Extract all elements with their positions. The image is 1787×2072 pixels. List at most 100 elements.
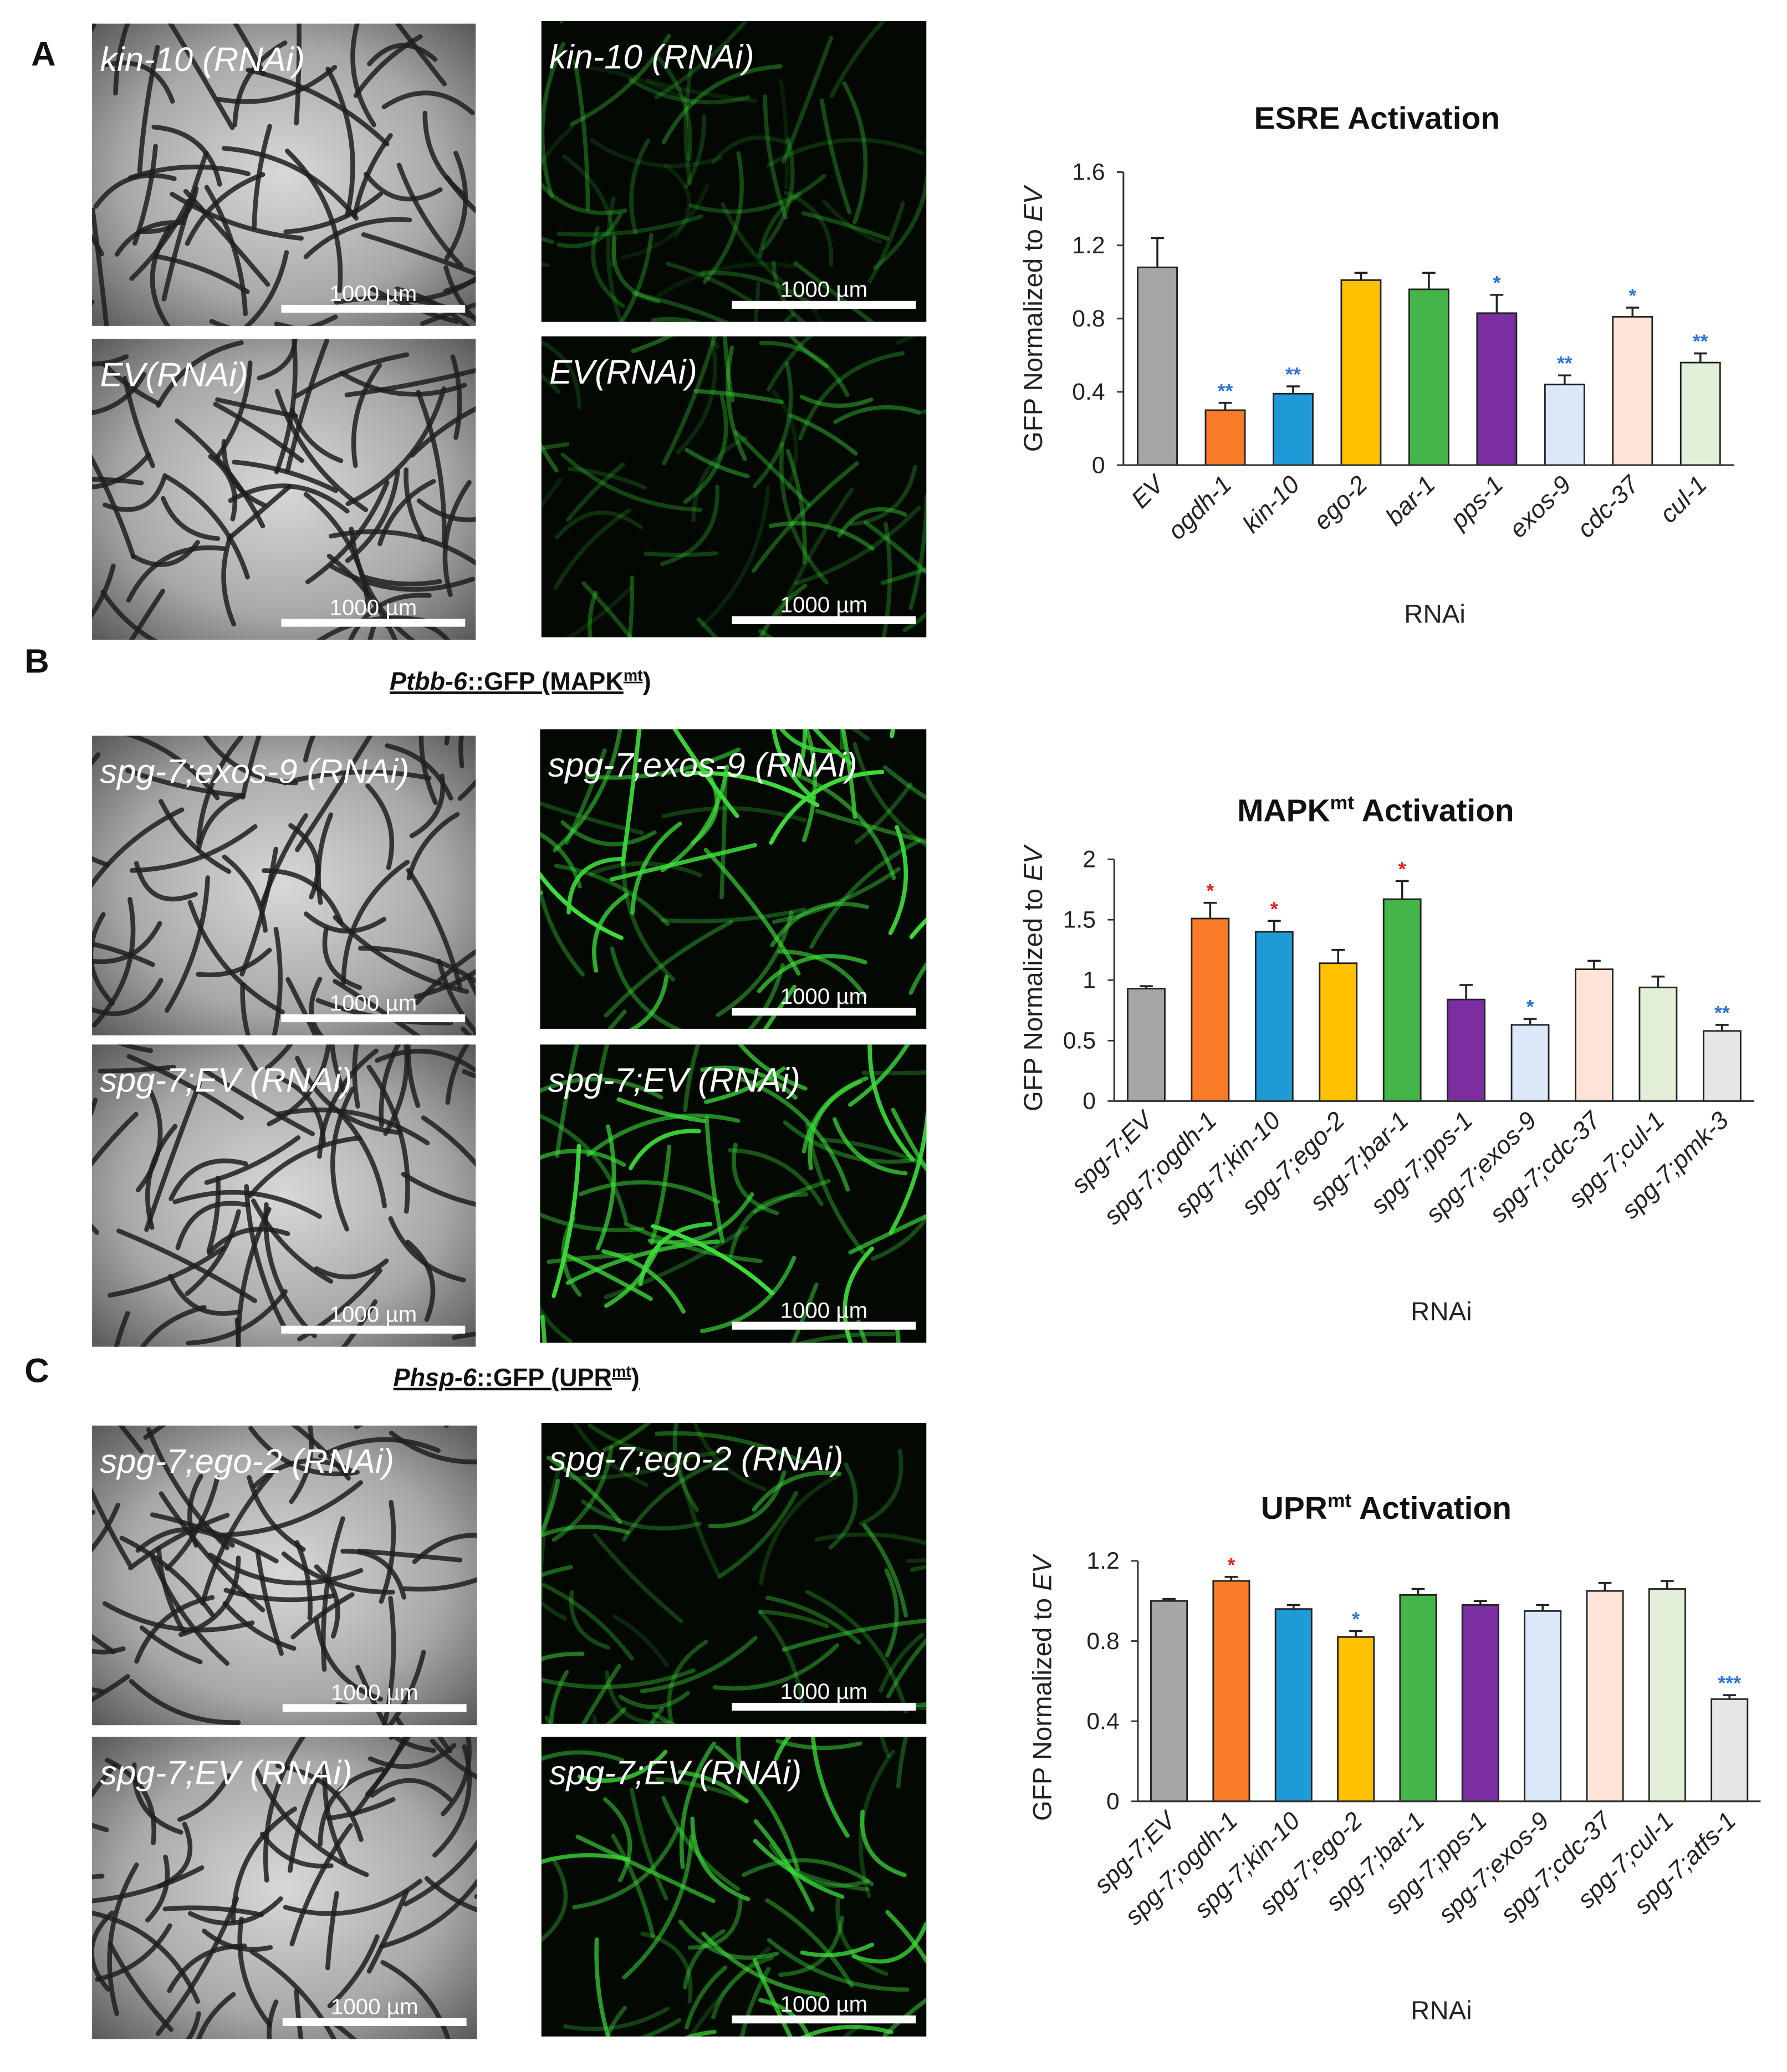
worm: [542, 1583, 634, 1661]
worm: [540, 801, 644, 835]
bar: [1711, 1698, 1749, 1803]
worm: [215, 397, 298, 419]
worm: [401, 1172, 476, 1207]
scale-bar: [732, 1702, 916, 1711]
worm: [716, 910, 794, 1017]
worm: [441, 1737, 472, 1816]
worm: [801, 211, 890, 241]
worm: [143, 1425, 167, 1440]
worm: [779, 78, 789, 190]
worm: [688, 1946, 771, 2037]
worm: [611, 235, 661, 304]
worm: [207, 1227, 290, 1256]
worm: [116, 1228, 257, 1303]
panel-heading: Phsp-6::GFP (UPRmt): [394, 1363, 640, 1392]
worm: [789, 414, 858, 456]
worm: [92, 1487, 132, 1567]
y-tick-label: 1.5: [1063, 906, 1096, 933]
worm: [565, 586, 632, 637]
image-background: [541, 1423, 927, 1724]
worm: [556, 212, 623, 248]
title-main: UPR: [1261, 1491, 1328, 1526]
worm: [603, 1797, 632, 1882]
worm: [226, 484, 292, 541]
worm: [627, 575, 635, 637]
worm: [591, 226, 625, 308]
worm: [264, 1044, 293, 1070]
worm: [421, 1115, 476, 1167]
significance-label: *: [1227, 1554, 1235, 1576]
worm: [564, 748, 607, 845]
worm: [541, 1600, 568, 1621]
worm: [215, 360, 253, 460]
bar: [1319, 962, 1358, 1102]
image-background: [541, 21, 927, 322]
worm: [837, 507, 908, 538]
bar: [1191, 917, 1230, 1102]
worm: [101, 361, 162, 406]
worm: [888, 825, 908, 936]
scale-bar-label: 1000 µm: [331, 1994, 418, 2019]
worm: [891, 1108, 927, 1173]
worm: [272, 927, 283, 1035]
worm: [150, 1512, 279, 1564]
worm: [795, 1331, 896, 1343]
worm: [675, 1455, 720, 1575]
worm: [862, 1523, 908, 1617]
worm: [771, 729, 815, 800]
worm: [161, 496, 221, 541]
worm: [835, 1897, 889, 1976]
bar: [1273, 392, 1314, 466]
worm: [908, 961, 927, 995]
worm: [135, 1090, 163, 1192]
worm: [872, 140, 927, 270]
worm: [629, 974, 669, 1029]
bar: [1254, 931, 1294, 1102]
worm: [259, 1831, 334, 1869]
worm: [540, 831, 582, 889]
worms: [540, 1044, 927, 1343]
worm: [553, 508, 631, 590]
worm: [714, 1745, 800, 1872]
worm: [289, 1823, 353, 1947]
bar: [1399, 1594, 1437, 1803]
worms: [541, 1737, 927, 2037]
worm: [683, 394, 728, 504]
worm: [606, 196, 624, 322]
significance-label: **: [1693, 330, 1708, 353]
worm: [375, 1048, 476, 1072]
worm: [92, 1509, 95, 1515]
worm: [246, 68, 390, 147]
worm: [733, 430, 811, 507]
worm: [603, 1423, 652, 1452]
image-background: [541, 336, 927, 637]
worm: [316, 812, 334, 905]
worm: [910, 1564, 927, 1572]
worm: [283, 191, 384, 234]
worm: [555, 511, 643, 540]
bar: [1461, 1604, 1499, 1803]
y-tick-label: 0.8: [1086, 1628, 1119, 1655]
y-tick-label: 1.2: [1086, 1548, 1119, 1574]
worm: [162, 1905, 264, 1917]
worm: [854, 782, 913, 844]
worm: [282, 769, 432, 785]
worm: [565, 1253, 653, 1301]
worm: [204, 1135, 301, 1185]
worm: [736, 1737, 743, 1769]
worm: [692, 1423, 767, 1492]
worm: [779, 442, 829, 585]
y-tick-label: 0.4: [1086, 1708, 1119, 1734]
worm: [92, 563, 116, 619]
worm: [541, 442, 570, 451]
worm: [685, 1966, 728, 2030]
worm: [769, 769, 885, 845]
worm: [662, 336, 717, 466]
worm: [921, 409, 927, 414]
significance-label: *: [1526, 996, 1534, 1018]
worm: [588, 590, 598, 637]
x-tick-label: bar-1: [1380, 470, 1441, 531]
worm: [348, 593, 432, 640]
worm: [367, 43, 438, 67]
